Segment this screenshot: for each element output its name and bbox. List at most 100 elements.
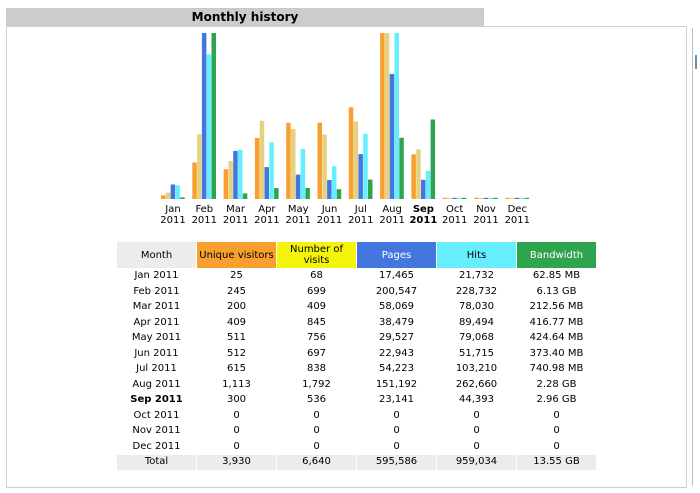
cell-month: Feb 2011 [133,285,180,297]
bar-aug-pages [389,73,395,199]
cell-bandwidth: 416.77 MB [529,316,584,328]
cell-hits: 262,660 [455,378,498,390]
cell-bandwidth: 2.28 GB [536,378,577,390]
col-bandwidth-header: Bandwidth [517,242,596,268]
x-tick-year: 2011 [409,215,438,226]
cell-visits: 838 [306,363,327,375]
bar-oct-bandwidth [461,197,467,199]
col-month-header: Month [117,242,196,268]
bar-feb-unique [192,162,197,199]
bar-apr-bandwidth [274,188,279,199]
cell-unique-visitors: 0 [233,440,240,452]
bar-nov-bandwidth [493,197,498,199]
cell-hits: 0 [473,440,480,452]
x-tick-month: Nov [476,204,496,215]
x-tick-month: Aug [382,204,402,215]
bar-feb-pages [201,33,207,199]
cell-unique-visitors: 0 [233,425,240,437]
cell-visits: 1,792 [302,378,331,390]
cell-unique-visitors: 25 [230,270,243,282]
x-tick-label: Feb 2011 [188,204,220,226]
x-tick-month: Oct [446,204,464,215]
cell-hits: 89,494 [459,316,494,328]
bar-sep-number [416,149,421,199]
x-tick-month: Feb [195,204,214,215]
bar-jun-number [322,134,327,199]
bar-mar-bandwidth [242,193,248,199]
bar-aug-number [384,33,390,199]
bar-feb-bandwidth [211,33,216,199]
bar-dec-number [510,197,515,199]
x-tick-year: 2011 [222,215,249,226]
bar-dec-bandwidth [524,197,529,199]
x-tick-year: 2011 [316,215,343,226]
monthly-history-chart [161,33,529,200]
bar-sep-bandwidth [430,119,436,199]
table-header-row: Month Unique visitors Number of visits P… [117,242,596,268]
x-tick-year: 2011 [191,215,218,226]
monthly-history-table: Month Unique visitors Number of visits P… [116,241,597,471]
x-tick-label: Sep 2011 [407,204,439,226]
x-tick-month: Mar [226,204,246,215]
table-row: Nov 2011 0 0 0 0 0 [117,424,596,439]
bar-dec-pages [514,197,520,199]
bar-nov-pages [483,197,489,199]
cell-hits: 0 [473,409,480,421]
bar-apr-number [259,120,265,199]
bar-feb-number [197,134,202,199]
bar-apr-hits [269,142,274,199]
cell-unique-visitors: 511 [226,332,247,344]
x-tick-label: Jun 2011 [314,204,346,226]
col-pages-header: Pages [357,242,436,268]
x-tick-month: Sep [412,204,434,215]
cell-visits: 409 [306,301,327,313]
cell-unique-visitors: 245 [226,285,247,297]
x-tick-year: 2011 [379,215,405,226]
cell-visits: 697 [306,347,327,359]
bar-jul-bandwidth [368,179,373,199]
col-visits-header: Number of visits [277,242,356,268]
table-row: Mar 2011 200 409 58,069 78,030 212.56 MB [117,300,596,315]
cell-month: Nov 2011 [132,425,181,437]
cell-bandwidth: 424.64 MB [529,332,584,344]
bar-apr-pages [264,167,269,199]
x-tick-year: 2011 [254,215,280,226]
bar-may-bandwidth [305,187,310,199]
x-tick-year: 2011 [504,215,531,226]
bar-may-hits [300,149,306,199]
table-row: May 2011 511 756 29,527 79,068 424.64 MB [117,331,596,346]
cell-month: Apr 2011 [133,316,180,328]
cell-pages: 200,547 [375,285,418,297]
bar-aug-bandwidth [399,137,404,199]
cell-bandwidth: 62.85 MB [532,270,581,282]
x-tick-year: 2011 [160,215,186,226]
cell-pages: 58,069 [379,301,414,313]
cell-hits: 959,034 [437,455,516,470]
x-tick-month: Jun [321,204,338,215]
table-row-current: Sep 2011 300 536 23,141 44,393 2.96 GB [117,393,596,408]
bar-jun-unique [317,122,322,199]
table-row: Apr 2011 409 845 38,479 89,494 416.77 MB [117,316,596,331]
cell-pages: 29,527 [379,332,414,344]
table-row: Dec 2011 0 0 0 0 0 [117,440,596,455]
bar-mar-hits [238,149,243,199]
cell-bandwidth: 2.96 GB [536,394,577,406]
x-tick-label: Mar 2011 [220,204,252,226]
table-row: Jul 2011 615 838 54,223 103,210 740.98 MB [117,362,596,377]
cell-unique-visitors: 615 [226,363,247,375]
cell-bandwidth: 6.13 GB [536,285,577,297]
cell-pages: 0 [393,440,400,452]
x-tick-label: Apr 2011 [251,204,283,226]
cell-unique-visitors: 200 [226,301,247,313]
cell-bandwidth: 212.56 MB [529,301,584,313]
cell-month: Mar 2011 [132,301,181,313]
cell-bandwidth: 0 [553,425,560,437]
cell-pages: 0 [393,409,400,421]
cell-bandwidth: 740.98 MB [529,363,584,375]
x-tick-year: 2011 [285,215,311,226]
table-row: Jan 2011 25 68 17,465 21,732 62.85 MB [117,269,596,284]
window-scroll-edge[interactable] [692,28,700,486]
cell-bandwidth: 13.55 GB [517,455,596,470]
cell-unique-visitors: 0 [233,409,240,421]
bar-mar-pages [233,150,238,199]
